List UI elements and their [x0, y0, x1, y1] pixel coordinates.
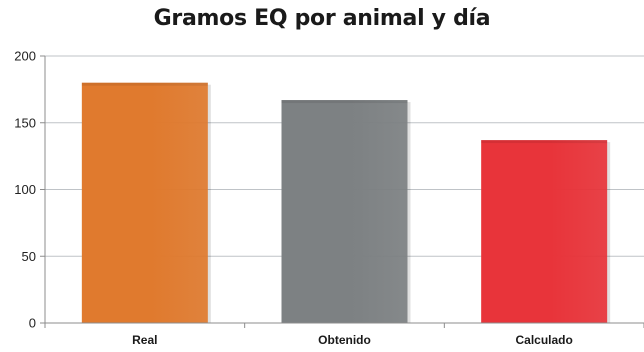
bar-obtenido: [281, 100, 408, 324]
bar-top-edge: [281, 100, 408, 104]
y-tick-label: 150: [14, 115, 36, 130]
x-category-label: Real: [132, 333, 157, 347]
y-tick-label: 50: [22, 249, 36, 264]
x-category-label: Calculado: [515, 333, 572, 347]
y-tick-label: 200: [14, 49, 36, 64]
bar-top-edge: [81, 82, 208, 86]
bar-calculado: [481, 140, 608, 323]
y-tick-label: 100: [14, 182, 36, 197]
bar-real: [81, 82, 208, 323]
chart-title: Gramos EQ por animal y día: [153, 6, 491, 31]
x-category-label: Obtenido: [318, 333, 371, 347]
bar-top-edge: [481, 140, 608, 144]
y-tick-label: 0: [29, 316, 36, 331]
